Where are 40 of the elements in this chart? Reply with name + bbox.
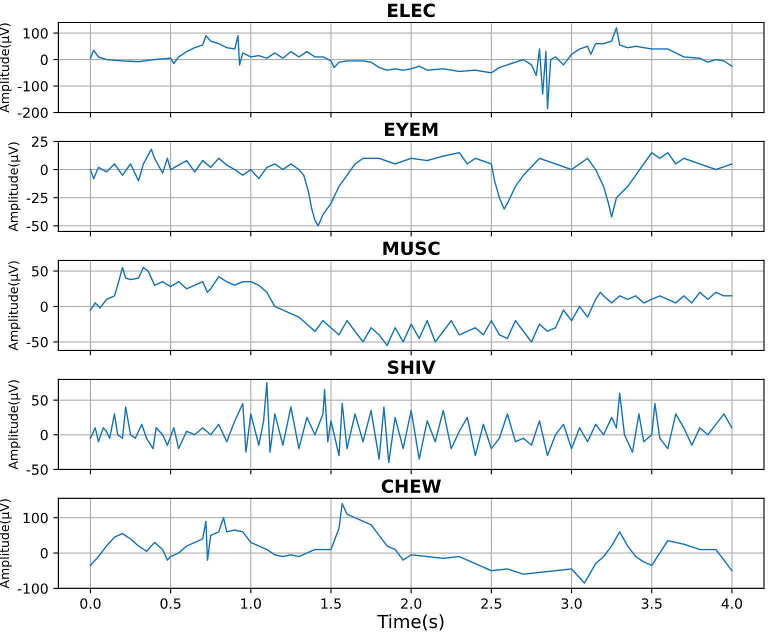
y-axis-title: Amplitude(μV) — [8, 261, 20, 350]
y-tick-label: -100 — [18, 81, 48, 92]
x-tick-label: 1.0 — [241, 598, 261, 609]
y-tick-label: -50 — [26, 220, 48, 232]
y-tick-label: 0 — [40, 164, 48, 176]
y-tick-label: 0 — [40, 301, 48, 312]
line-series — [90, 266, 733, 346]
y-tick-label: 50 — [32, 266, 48, 277]
x-tick-label: 3.5 — [642, 598, 662, 609]
y-tick-label: 100 — [24, 28, 48, 39]
x-tick-label: 2.5 — [481, 598, 502, 609]
x-tick-label: 0.0 — [80, 598, 101, 609]
x-tick-label: 4.0 — [722, 598, 742, 609]
y-tick-label: -200 — [18, 107, 48, 118]
y-tick-label: 50 — [32, 395, 48, 406]
line-series — [90, 148, 733, 227]
chart-title: SHIV — [388, 360, 436, 374]
line-series — [90, 382, 733, 464]
y-axis-title: Amplitude(μV) — [8, 380, 20, 470]
chart-title: CHEW — [382, 479, 441, 494]
x-axis-title: Time(s) — [377, 614, 444, 630]
chart-title: ELEC — [388, 4, 435, 18]
x-tick-label: 1.5 — [321, 598, 341, 609]
y-tick-label: 0 — [40, 548, 48, 559]
x-tick-label: 2.0 — [401, 598, 422, 609]
x-tick-label: 0.5 — [160, 598, 180, 609]
x-tick-label: 3.0 — [562, 598, 582, 609]
line-series — [90, 27, 733, 110]
y-tick-label: 0 — [40, 430, 48, 440]
chart-title: MUSC — [383, 241, 440, 256]
y-axis-title: Amplitude(μV) — [8, 142, 20, 232]
y-tick-label: 100 — [24, 512, 48, 524]
y-tick-label: -100 — [18, 583, 48, 594]
chart-title: EYEM — [384, 122, 438, 136]
y-tick-label: -50 — [26, 336, 48, 348]
y-tick-label: 0 — [40, 54, 48, 66]
y-tick-label: -50 — [26, 464, 48, 475]
y-tick-label: -25 — [26, 192, 48, 204]
y-tick-label: 25 — [32, 136, 48, 147]
line-series — [90, 502, 733, 584]
